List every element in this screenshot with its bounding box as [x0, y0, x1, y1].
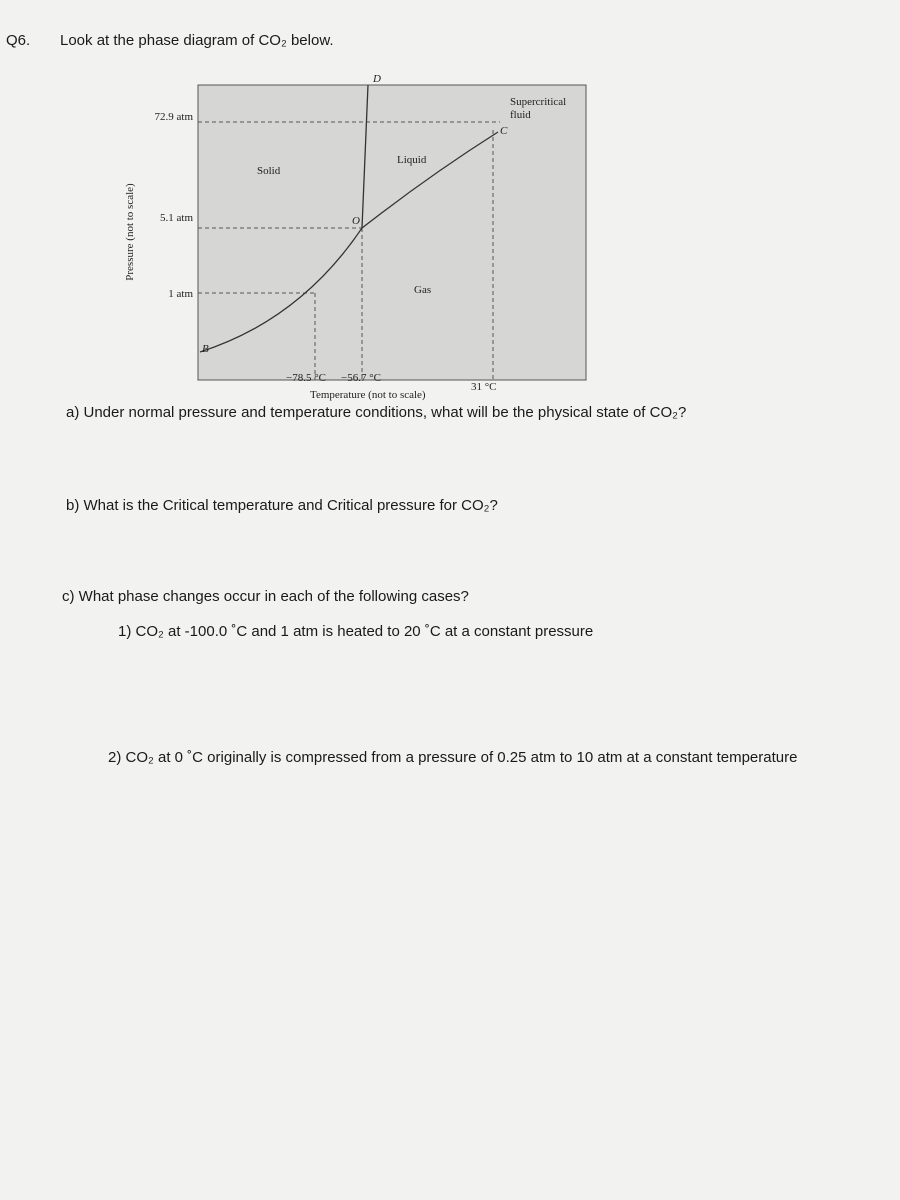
pressure-label: 5.1 atm [160, 212, 193, 224]
axis-label: Temperature (not to scale) [310, 389, 426, 401]
temperature-label: −78.5 °C [286, 372, 326, 384]
diagram-area [197, 84, 587, 381]
region-label: Solid [257, 165, 281, 177]
question-part: b) What is the Critical temperature and … [66, 497, 498, 514]
question-subpart: 2) CO₂ at 0 ˚C originally is compressed … [108, 749, 797, 766]
pressure-label: 72.9 atm [155, 111, 194, 123]
temperature-label: −56.7 °C [341, 372, 381, 384]
question-subpart: 1) CO₂ at -100.0 ˚C and 1 atm is heated … [118, 623, 593, 640]
point-label: D [372, 73, 381, 85]
phase-diagram: D Supercritical fluid C 72.9 atm Liquid … [124, 73, 587, 401]
question-number: Q6. [6, 32, 30, 49]
question-part: c) What phase changes occur in each of t… [62, 588, 469, 605]
point-label: B [202, 343, 209, 355]
question-part: a) Under normal pressure and temperature… [66, 404, 686, 421]
temperature-label: 31 °C [471, 381, 497, 393]
axis-label: Pressure (not to scale) [124, 183, 136, 281]
region-label: Liquid [397, 154, 427, 166]
point-label: O [352, 215, 360, 227]
pressure-label: 1 atm [168, 288, 193, 300]
region-label: fluid [510, 109, 531, 121]
region-label: Gas [414, 284, 431, 296]
vaporization-curve [361, 131, 499, 229]
region-label: Supercritical [510, 96, 566, 108]
point-label: C [500, 125, 508, 137]
sublimation-curve [199, 227, 363, 353]
question-prompt: Look at the phase diagram of CO₂ below. [60, 32, 334, 49]
melting-curve [361, 84, 369, 229]
